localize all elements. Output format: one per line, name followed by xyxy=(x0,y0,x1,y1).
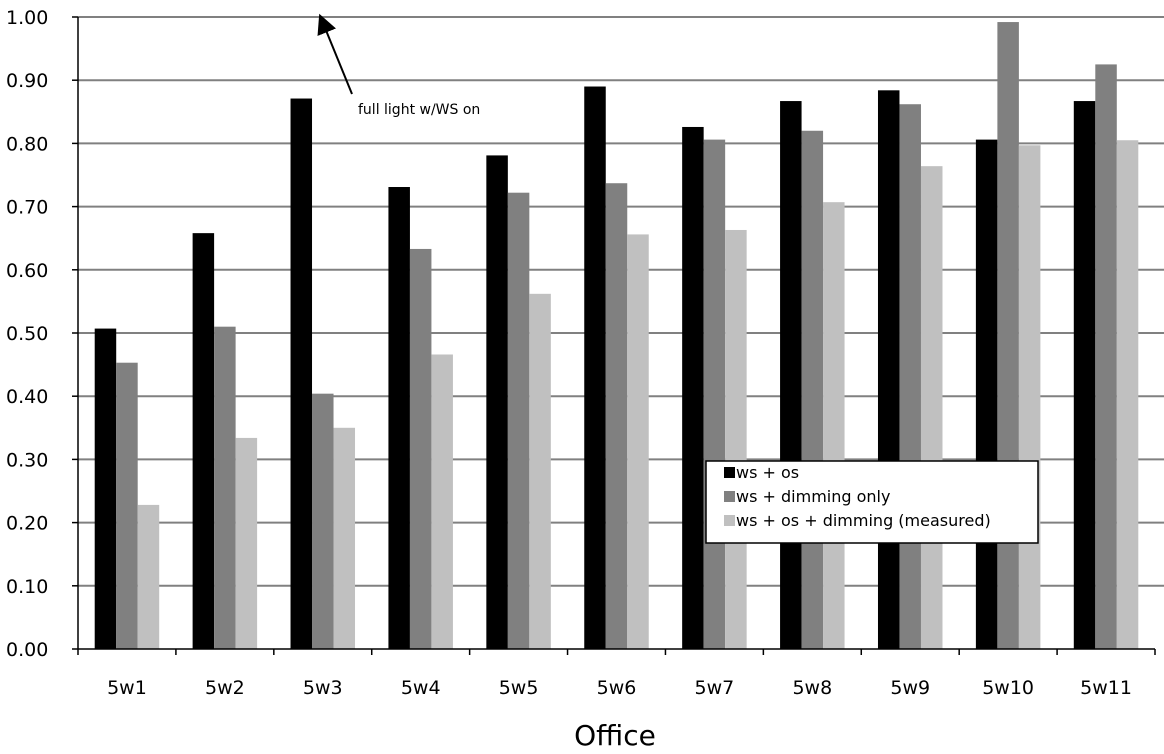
bar xyxy=(1095,64,1117,649)
x-tick-label: 5w8 xyxy=(792,677,832,699)
x-tick-label: 5w5 xyxy=(499,677,539,699)
y-tick-label: 0.30 xyxy=(6,449,48,471)
y-tick-label: 0.20 xyxy=(6,513,48,535)
legend-swatch xyxy=(724,467,735,478)
legend-label: ws + dimming only xyxy=(736,487,890,506)
x-tick-label: 5w7 xyxy=(695,677,735,699)
bar xyxy=(486,155,508,649)
legend-label: ws + os xyxy=(736,463,799,482)
bar xyxy=(409,248,432,649)
y-tick-label: 1.00 xyxy=(6,7,48,29)
bars xyxy=(94,22,1139,650)
bar xyxy=(137,504,160,649)
x-tick-label: 5w1 xyxy=(107,677,147,699)
annotation-arrow xyxy=(317,13,353,95)
bar xyxy=(94,328,117,649)
y-tick-label: 0.70 xyxy=(6,197,48,219)
bar xyxy=(235,437,258,649)
y-tick-labels: 0.00 0.10 0.20 0.30 0.40 0.50 0.60 0.70 0.80 0.90… xyxy=(6,7,48,661)
x-tick-label: 5w4 xyxy=(401,677,441,699)
legend-swatch xyxy=(724,491,735,502)
bar xyxy=(507,192,530,650)
bar xyxy=(780,101,802,649)
annotation-text: full light w/WS on xyxy=(358,102,480,118)
bar xyxy=(725,229,747,649)
bar xyxy=(290,98,313,649)
legend-label: ws + os + dimming (measured) xyxy=(736,511,991,530)
y-tick-label: 0.50 xyxy=(6,323,48,345)
bar xyxy=(877,90,900,649)
bar xyxy=(333,427,356,649)
bar xyxy=(605,183,628,649)
bar xyxy=(823,202,845,649)
legend-swatch xyxy=(724,515,735,526)
x-axis-title: Office xyxy=(574,719,656,750)
x-tick-label: 5w2 xyxy=(205,677,245,699)
annotation: full light w/WS on xyxy=(317,13,480,118)
bar xyxy=(116,362,138,649)
x-tick-label: 5w11 xyxy=(1080,677,1132,699)
bar xyxy=(1073,101,1096,649)
bar xyxy=(214,326,236,649)
y-tick-label: 0.90 xyxy=(6,70,48,92)
bar xyxy=(920,166,943,650)
bar xyxy=(899,104,921,649)
bar xyxy=(997,22,1019,649)
y-tick-label: 0.60 xyxy=(6,260,48,282)
bar xyxy=(312,393,334,649)
bar xyxy=(975,139,998,649)
x-tick-label: 5w10 xyxy=(982,677,1034,699)
bar xyxy=(192,233,215,650)
x-tick-label: 5w6 xyxy=(597,677,637,699)
bar xyxy=(584,86,606,649)
x-tick-labels: 5w1 5w2 5w3 5w4 5w5 5w6 5w7 5w8 5w9 5w10 5w11 xyxy=(107,677,1132,699)
bar xyxy=(1018,145,1041,649)
bar xyxy=(529,293,551,649)
y-tick-label: 0.40 xyxy=(6,386,48,408)
bar xyxy=(627,234,649,649)
bar xyxy=(431,354,453,649)
bar xyxy=(801,130,824,649)
bar xyxy=(703,139,726,649)
axes xyxy=(72,16,1156,655)
legend: ws + os ws + dimming only ws + os + dimmin… xyxy=(705,460,1039,544)
y-tick-label: 0.10 xyxy=(6,576,48,598)
y-tick-label: 0.00 xyxy=(6,639,48,661)
bar xyxy=(682,126,704,649)
legend-box xyxy=(705,460,1039,544)
x-tick-label: 5w9 xyxy=(890,677,930,699)
bar xyxy=(388,187,410,649)
x-tick-label: 5w3 xyxy=(303,677,343,699)
bar xyxy=(1116,140,1139,650)
y-tick-label: 0.80 xyxy=(6,133,48,155)
